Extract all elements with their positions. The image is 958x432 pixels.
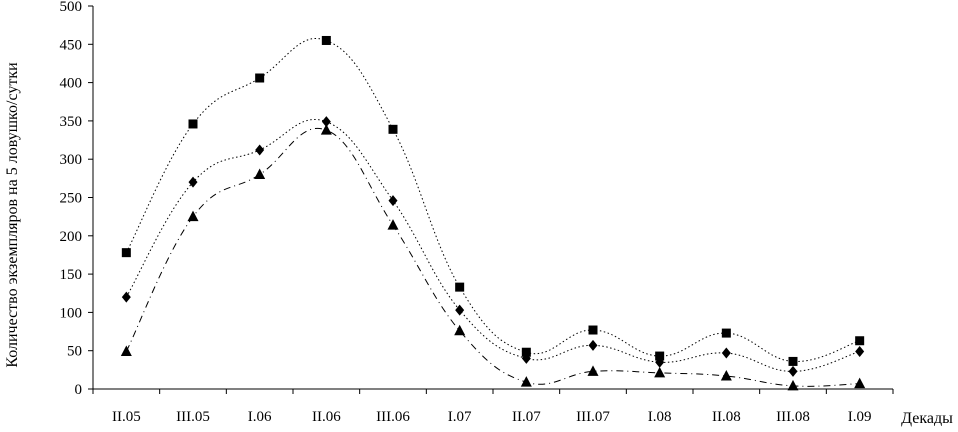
data-point-diamond	[188, 176, 198, 188]
x-axis-title: Декады	[901, 410, 953, 427]
y-tick-label: 200	[60, 229, 83, 245]
data-point-triangle	[654, 366, 666, 378]
data-point-diamond	[521, 352, 531, 364]
series-line-triangle	[125, 127, 860, 387]
data-point-square	[788, 356, 798, 366]
data-point-square	[255, 73, 265, 83]
x-tick-label: III.08	[776, 409, 810, 425]
data-point-triangle	[387, 219, 399, 230]
data-point-diamond	[788, 365, 798, 377]
data-point-triangle	[720, 369, 732, 381]
data-point-square	[321, 35, 331, 45]
series-line-diamond	[125, 119, 860, 372]
data-point-square	[455, 282, 465, 292]
data-point-triangle	[787, 379, 799, 391]
y-axis-title: Количество экземпляров на 5 ловушко/сутк…	[4, 62, 21, 368]
data-point-diamond	[655, 356, 665, 368]
series-triangle	[120, 124, 866, 391]
data-point-diamond	[121, 291, 131, 303]
axes: 0 50 100 150 200 250 300 350 400 450 500 II.05 III.0…	[60, 0, 894, 425]
x-tick-label: II.08	[712, 409, 741, 425]
x-tick-label: I.06	[248, 409, 272, 425]
data-point-diamond	[588, 339, 598, 351]
y-tick-label: 350	[60, 114, 83, 130]
data-point-triangle	[587, 365, 599, 376]
series-line-square	[125, 38, 860, 362]
data-point-diamond	[388, 195, 398, 207]
x-tick-label: I.09	[848, 409, 872, 425]
x-tick-label: II.05	[112, 409, 141, 425]
y-tick-label: 450	[60, 37, 83, 53]
y-tick-label: 100	[60, 305, 83, 321]
data-point-diamond	[721, 347, 731, 359]
data-point-diamond	[455, 304, 465, 316]
data-point-square	[121, 248, 131, 258]
y-tick-label: 300	[60, 152, 83, 168]
data-point-triangle	[854, 377, 866, 389]
series-square	[121, 35, 865, 366]
y-tick-label: 400	[60, 76, 83, 92]
series-diamond	[121, 116, 865, 377]
data-point-triangle	[254, 168, 266, 180]
y-tick-label: 500	[60, 0, 83, 15]
x-tick-label: III.05	[176, 409, 210, 425]
data-point-diamond	[321, 116, 331, 128]
x-tick-label: I.08	[648, 409, 672, 425]
data-point-diamond	[255, 144, 265, 156]
data-point-square	[188, 119, 198, 129]
x-tick-label: II.07	[512, 409, 541, 425]
data-point-diamond	[855, 345, 865, 357]
data-point-triangle	[320, 124, 332, 135]
y-tick-label: 0	[75, 382, 83, 398]
x-tick-label: III.06	[376, 409, 410, 425]
data-point-triangle	[187, 210, 199, 222]
data-point-square	[655, 351, 665, 361]
data-point-square	[721, 328, 731, 338]
y-tick-label: 150	[60, 267, 83, 283]
x-tick-label: III.07	[576, 409, 610, 425]
y-tick-label: 250	[60, 191, 83, 207]
x-tick-label: II.06	[312, 409, 341, 425]
data-point-square	[855, 336, 865, 346]
data-point-square	[521, 347, 531, 357]
series-layer	[120, 35, 866, 391]
data-point-triangle	[520, 376, 532, 387]
y-tick-label: 50	[67, 344, 82, 360]
x-tick-label: I.07	[448, 409, 472, 425]
data-point-square	[388, 124, 398, 134]
data-point-square	[588, 325, 598, 335]
data-point-triangle	[120, 345, 132, 356]
data-point-triangle	[454, 324, 466, 336]
